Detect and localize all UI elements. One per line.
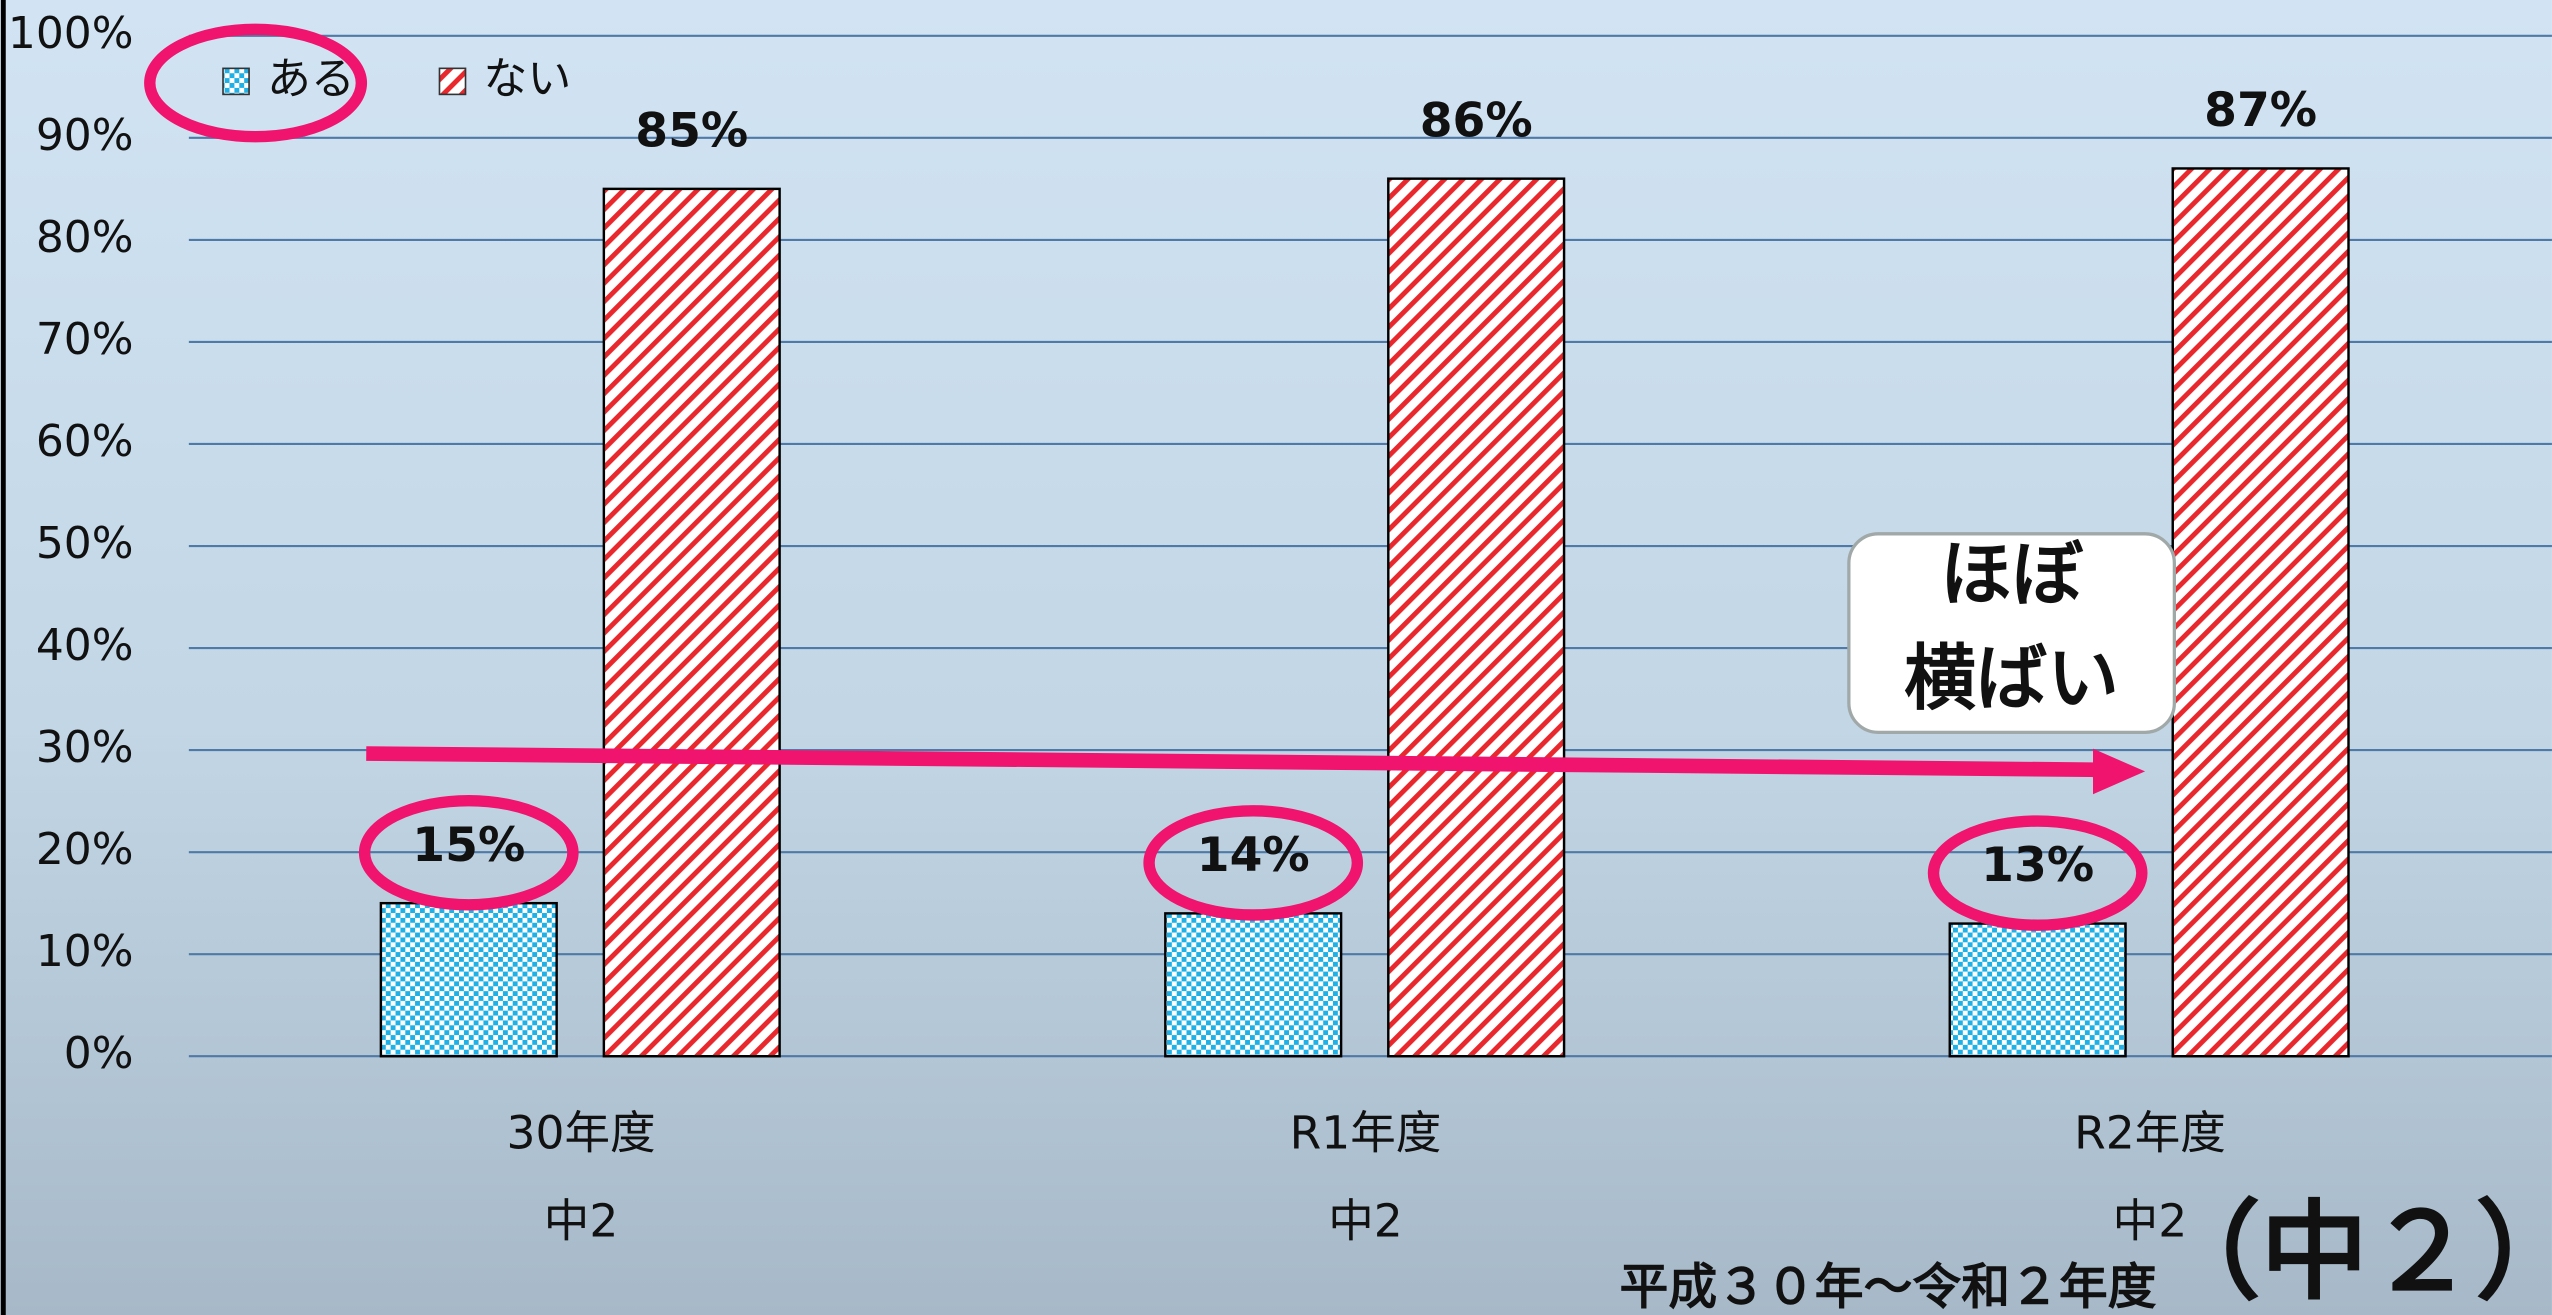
y-tick-label: 90% bbox=[36, 110, 134, 161]
callout-line: 横ばい bbox=[1904, 637, 2119, 720]
callout-line: ほぼ bbox=[1940, 533, 2084, 616]
legend-label: ある bbox=[267, 53, 355, 104]
grid bbox=[188, 34, 2552, 1058]
y-tick-label: 40% bbox=[36, 620, 134, 671]
highlight-ellipse bbox=[1927, 815, 2148, 931]
highlight-ellipse bbox=[1143, 805, 1364, 921]
x-tick-label: R1年度 bbox=[1290, 1106, 1442, 1159]
bar bbox=[379, 901, 558, 1058]
y-tick-label: 0% bbox=[64, 1028, 134, 1079]
trend-arrow bbox=[366, 746, 2103, 778]
x-tick-sublabel: 中2 bbox=[1328, 1194, 1403, 1247]
bar bbox=[1387, 177, 1566, 1058]
arrow-head bbox=[2092, 748, 2146, 795]
bar bbox=[1164, 912, 1343, 1058]
y-tick-label: 70% bbox=[36, 314, 134, 365]
y-tick-label: 30% bbox=[36, 722, 134, 773]
legend-label: ない bbox=[483, 53, 571, 104]
y-tick-label: 20% bbox=[36, 824, 134, 875]
legend-swatch bbox=[438, 67, 467, 96]
x-tick-sublabel: 中2 bbox=[544, 1194, 619, 1247]
highlight-ellipse bbox=[358, 794, 579, 911]
value-label: 15% bbox=[412, 818, 525, 873]
footer: 平成３０年～令和２年度 bbox=[1620, 1259, 2157, 1315]
value-label: 87% bbox=[2204, 83, 2317, 138]
bar bbox=[1948, 922, 2127, 1058]
bar bbox=[602, 187, 781, 1058]
value-label: 14% bbox=[1197, 828, 1310, 883]
y-tick-label: 100% bbox=[8, 8, 134, 59]
x-tick-sublabel: 中2 bbox=[2113, 1194, 2188, 1247]
x-tick-label: R2年度 bbox=[2074, 1106, 2226, 1159]
highlight-ellipse bbox=[144, 23, 368, 143]
value-label: 85% bbox=[635, 104, 748, 159]
y-tick-label: 60% bbox=[36, 416, 134, 467]
y-tick-label: 80% bbox=[36, 212, 134, 263]
legend-swatch bbox=[222, 67, 250, 96]
bar bbox=[2171, 167, 2350, 1058]
y-tick-label: 10% bbox=[36, 926, 134, 977]
callout-box bbox=[1847, 532, 2176, 734]
plot bbox=[379, 167, 2350, 1058]
value-label: 13% bbox=[1981, 838, 2094, 893]
x-tick-label: 30年度 bbox=[507, 1106, 656, 1159]
y-tick-label: 50% bbox=[36, 518, 134, 569]
value-label: 86% bbox=[1420, 93, 1533, 148]
footer-big: （中２） bbox=[2153, 1190, 2552, 1315]
